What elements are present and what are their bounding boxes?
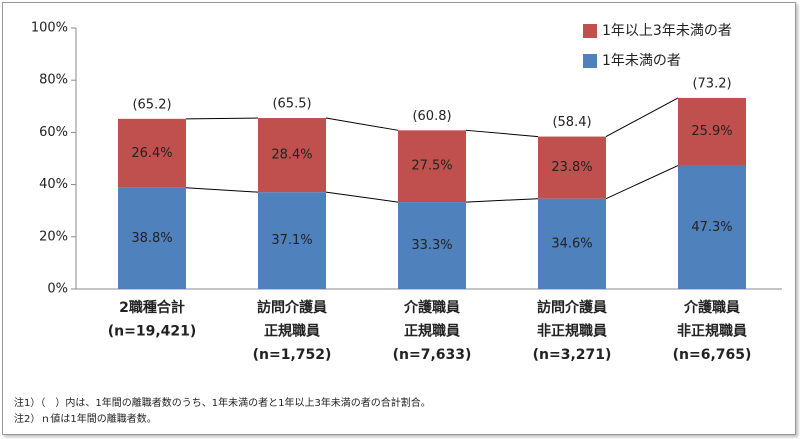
x-tick-label: (n=19,421) xyxy=(108,324,197,340)
value-label: 27.5% xyxy=(411,159,452,174)
value-label: 33.3% xyxy=(411,238,452,253)
y-tick-label: 100% xyxy=(31,21,68,36)
total-label: (60.8) xyxy=(412,109,451,124)
x-tick-label: 訪問介護員 xyxy=(257,299,327,316)
y-tick-label: 60% xyxy=(39,125,68,140)
x-tick-label: (n=3,271) xyxy=(533,347,612,363)
value-label: 26.4% xyxy=(131,146,172,161)
x-tick-label: (n=1,752) xyxy=(253,347,332,363)
legend-label: 1年未満の者 xyxy=(602,53,681,69)
value-label: 34.6% xyxy=(551,236,592,251)
value-label: 23.8% xyxy=(551,160,592,175)
y-tick-label: 20% xyxy=(39,229,68,244)
x-tick-label: (n=6,765) xyxy=(673,347,752,363)
x-tick-label: 2職種合計 xyxy=(119,299,185,316)
bar-segment xyxy=(118,118,186,188)
connector-line xyxy=(465,198,539,203)
connector-line xyxy=(185,117,259,120)
legend-label: 1年以上3年未満の者 xyxy=(602,23,732,39)
total-label: (73.2) xyxy=(692,76,731,91)
bar-segment xyxy=(258,118,326,193)
bar-segment xyxy=(538,136,606,199)
bar-segment xyxy=(398,202,466,289)
bar-segment xyxy=(398,130,466,203)
y-tick-label: 0% xyxy=(47,282,68,297)
x-tick-label: 訪問介護員 xyxy=(537,299,607,316)
value-label: 25.9% xyxy=(691,124,732,139)
value-label: 47.3% xyxy=(691,220,732,235)
value-label: 28.4% xyxy=(271,148,312,163)
y-tick-label: 40% xyxy=(39,177,68,192)
connector-line xyxy=(185,187,259,193)
bar-segment xyxy=(678,165,746,289)
total-label: (65.5) xyxy=(272,97,311,112)
x-tick-label: 非正規職員 xyxy=(537,323,607,340)
note: 注1）（ ）内は、1年間の離職者数のうち、1年未満の者と1年以上3年未満の者の合… xyxy=(14,396,431,409)
x-tick-label: 正規職員 xyxy=(404,323,460,340)
x-tick-label: 介護職員 xyxy=(403,299,460,316)
x-tick-label: 正規職員 xyxy=(264,323,320,340)
legend-swatch xyxy=(583,24,597,38)
y-tick-label: 80% xyxy=(39,73,68,88)
legend-swatch xyxy=(583,54,597,68)
connector-line xyxy=(605,97,679,138)
bar-segment xyxy=(118,187,186,289)
x-tick-label: 介護職員 xyxy=(683,299,740,316)
connector-line xyxy=(605,165,679,200)
bar-segment xyxy=(678,97,746,166)
bar-segment xyxy=(538,198,606,289)
connector-line xyxy=(465,129,539,138)
value-label: 38.8% xyxy=(131,231,172,246)
total-label: (58.4) xyxy=(552,115,591,130)
total-label: (65.2) xyxy=(132,97,171,112)
value-label: 37.1% xyxy=(271,233,312,248)
note: 注2）ｎ値は1年間の離職者数。 xyxy=(14,412,157,425)
x-tick-label: 非正規職員 xyxy=(677,323,747,340)
x-tick-label: (n=7,633) xyxy=(393,347,472,363)
bar-segment xyxy=(258,192,326,289)
connector-line xyxy=(325,117,399,131)
connector-line xyxy=(325,191,399,203)
